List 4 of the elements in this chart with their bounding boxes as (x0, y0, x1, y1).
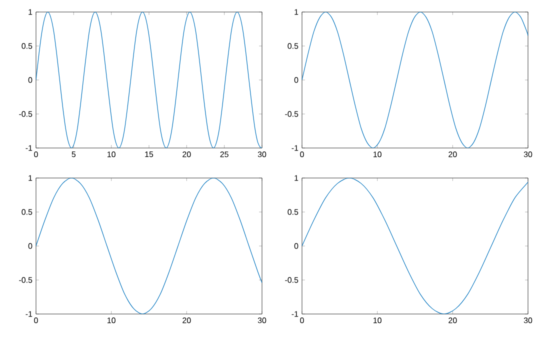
line-series (302, 12, 528, 148)
line-series (36, 12, 262, 148)
line-series (302, 178, 528, 314)
line-series (36, 178, 262, 314)
